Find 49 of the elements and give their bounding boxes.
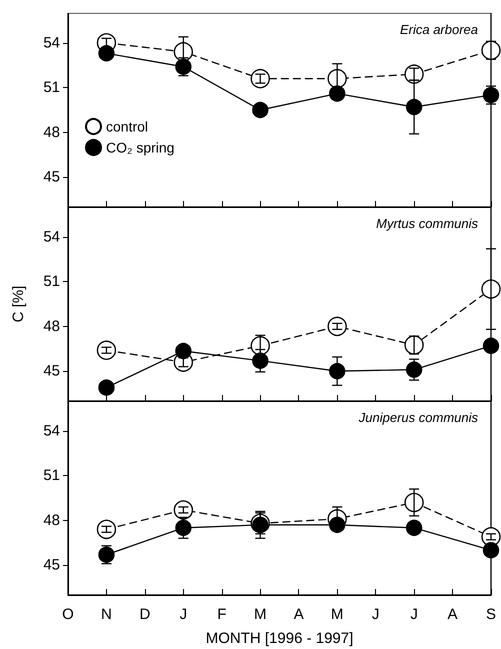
point <box>482 86 500 104</box>
point <box>175 520 192 536</box>
point <box>252 102 268 118</box>
point <box>406 98 422 116</box>
x-tick-label: J <box>410 606 418 623</box>
y-tick-label: 54 <box>43 422 60 440</box>
point <box>482 338 500 354</box>
x-tick-label: F <box>217 606 226 623</box>
point <box>406 520 422 536</box>
y-tick-label: 51 <box>43 467 60 484</box>
point <box>481 40 501 60</box>
annotation: Juniperus communis <box>358 410 478 425</box>
x-tick-label: D <box>139 606 150 623</box>
point <box>175 58 192 75</box>
y-axis-title: C [%] <box>10 286 27 322</box>
point <box>481 279 501 299</box>
point <box>404 492 424 512</box>
x-tick-label: M <box>330 606 344 623</box>
point <box>175 342 192 360</box>
x-tick-label: J <box>372 606 380 623</box>
x-axis-title: MONTH [1996 - 1997] <box>206 630 354 647</box>
x-tick-label: O <box>62 606 74 623</box>
y-tick-label: 54 <box>43 34 60 52</box>
legend-label: control <box>106 118 148 134</box>
y-tick-label: 45 <box>43 168 60 186</box>
annotation: Myrtus communis <box>376 216 478 231</box>
y-tick-label: 51 <box>43 79 60 96</box>
y-tick-label: 54 <box>43 228 60 246</box>
point <box>98 546 115 563</box>
point <box>406 362 422 378</box>
x-tick-label: N <box>101 606 112 623</box>
y-tick-label: 51 <box>43 273 60 290</box>
y-tick-label: 48 <box>43 318 60 335</box>
x-tick-label: A <box>294 606 304 623</box>
y-tick-label: 45 <box>43 556 60 574</box>
y-tick-label: 45 <box>43 362 60 380</box>
legend-label: CO₂ spring <box>106 140 174 156</box>
point <box>98 45 115 62</box>
y-tick-label: 48 <box>43 512 60 529</box>
point <box>98 379 115 396</box>
annotation: Erica arborea <box>400 22 478 37</box>
x-tick-label: A <box>448 606 458 623</box>
x-tick-label: S <box>486 606 496 623</box>
point <box>404 335 424 355</box>
point <box>329 85 346 102</box>
point <box>482 542 500 558</box>
x-tick-label: M <box>254 606 267 623</box>
y-tick-label: 48 <box>43 124 60 141</box>
x-tick-label: J <box>180 606 188 623</box>
